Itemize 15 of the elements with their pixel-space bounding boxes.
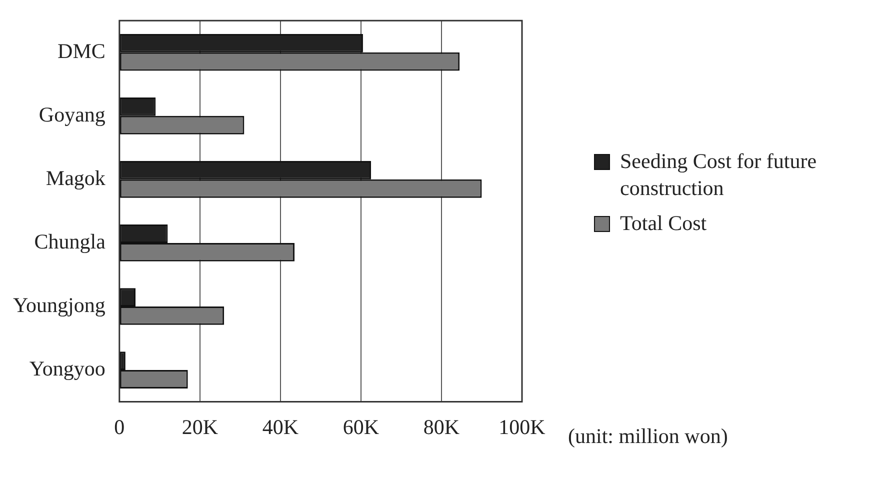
y-tick-label: Chungla	[34, 229, 106, 254]
x-tick-label: 100K	[498, 414, 546, 439]
x-tick-label: 0	[114, 414, 125, 439]
legend-label: Total Cost	[620, 210, 707, 237]
y-tick-label: Goyang	[38, 102, 106, 126]
x-tick-label: 20K	[182, 414, 218, 439]
y-tick-label: DMC	[58, 38, 106, 63]
x-tick-label: 80K	[423, 414, 460, 439]
legend-label: Seeding Cost for future construction	[620, 148, 818, 202]
text: (unit: million won)	[568, 424, 728, 449]
y-tick-label: Youngjong	[12, 293, 106, 318]
x-tick-label: 60K	[342, 414, 380, 439]
y-tick-label: Yongyoo	[29, 356, 106, 381]
y-tick-label: Magok	[46, 166, 106, 190]
x-tick-label: 40K	[262, 414, 299, 439]
